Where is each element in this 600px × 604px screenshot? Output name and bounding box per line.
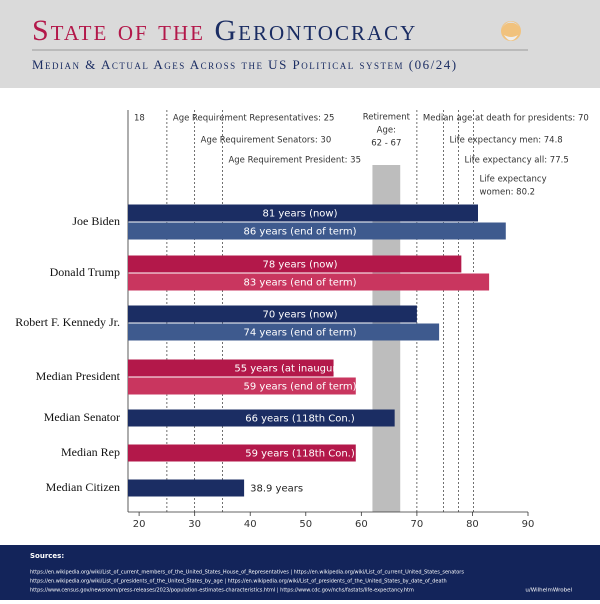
- category-label: Donald Trump: [50, 265, 120, 279]
- value-label: 81 years (now): [262, 209, 337, 220]
- bar: [128, 444, 356, 462]
- reference-label: Age Requirement Senators: 30: [201, 136, 332, 146]
- band-label: 62 - 67: [371, 139, 401, 149]
- category-label: Median Citizen: [46, 480, 120, 494]
- value-label: 83 years (end of term): [244, 278, 357, 289]
- reference-label: 18: [134, 114, 145, 124]
- old-man-icon: [501, 21, 521, 41]
- band-label: Retirement: [363, 113, 411, 123]
- reference-label: Life expectancy all: 77.5: [465, 156, 569, 166]
- value-label: 55 years (at inauguration): [234, 364, 365, 375]
- reference-label: Life expectancy: [480, 175, 547, 185]
- x-tick-label: 30: [188, 519, 201, 530]
- category-label: Joe Biden: [72, 214, 120, 228]
- reference-label: Life expectancy men: 74.8: [450, 136, 563, 146]
- value-label: 38.9 years: [250, 484, 303, 495]
- x-tick-label: 60: [355, 519, 368, 530]
- bar: [128, 255, 462, 273]
- value-label: 86 years (end of term): [244, 227, 357, 238]
- bar: [128, 323, 440, 341]
- x-tick-label: 90: [522, 519, 535, 530]
- reference-label: Median age at death for presidents: 70: [423, 114, 589, 124]
- category-label: Median Rep: [61, 445, 120, 459]
- x-tick-label: 50: [299, 519, 312, 530]
- value-label: 59 years (end of term): [244, 382, 357, 393]
- bar: [128, 305, 417, 323]
- title-part: State of the: [32, 14, 205, 47]
- x-tick-label: 70: [411, 519, 424, 530]
- value-label: 59 years (118th Con.): [245, 449, 355, 460]
- value-label: 70 years (now): [262, 310, 337, 321]
- footer-band: [0, 545, 600, 600]
- chart-title: State of the Gerontocracy: [32, 14, 417, 47]
- value-label: 74 years (end of term): [244, 328, 357, 339]
- bar: [128, 359, 334, 377]
- value-label: 66 years (118th Con.): [245, 414, 355, 425]
- reference-label: women: 80.2: [480, 188, 536, 198]
- header-band: [0, 0, 600, 88]
- bar: [128, 273, 490, 291]
- x-tick-label: 40: [244, 519, 257, 530]
- bar: [128, 222, 506, 240]
- sources-title: Sources:: [30, 552, 64, 560]
- bar: [128, 204, 478, 222]
- bar: [128, 409, 395, 427]
- x-tick-label: 20: [133, 519, 146, 530]
- source-line: https://en.wikipedia.org/wiki/List_of_cu…: [30, 570, 464, 576]
- x-tick-label: 80: [466, 519, 479, 530]
- band-label: Age:: [377, 126, 396, 136]
- subtitle: Median & Actual Ages Across the US Polit…: [32, 57, 458, 72]
- reference-label: Age Requirement Representatives: 25: [173, 114, 335, 124]
- category-label: Robert F. Kennedy Jr.: [15, 315, 120, 329]
- reference-label: Age Requirement President: 35: [228, 156, 361, 166]
- source-line: https://en.wikipedia.org/wiki/List_of_pr…: [30, 579, 447, 585]
- category-label: Median President: [36, 369, 121, 383]
- value-label: 78 years (now): [262, 260, 337, 271]
- bar: [128, 377, 356, 395]
- credit: u/WilhelmWrobel: [525, 588, 572, 594]
- source-line: https://www.census.gov/newsroom/press-re…: [30, 588, 414, 594]
- category-label: Median Senator: [44, 410, 120, 424]
- title-part: Gerontocracy: [215, 14, 418, 47]
- bar: [128, 479, 245, 497]
